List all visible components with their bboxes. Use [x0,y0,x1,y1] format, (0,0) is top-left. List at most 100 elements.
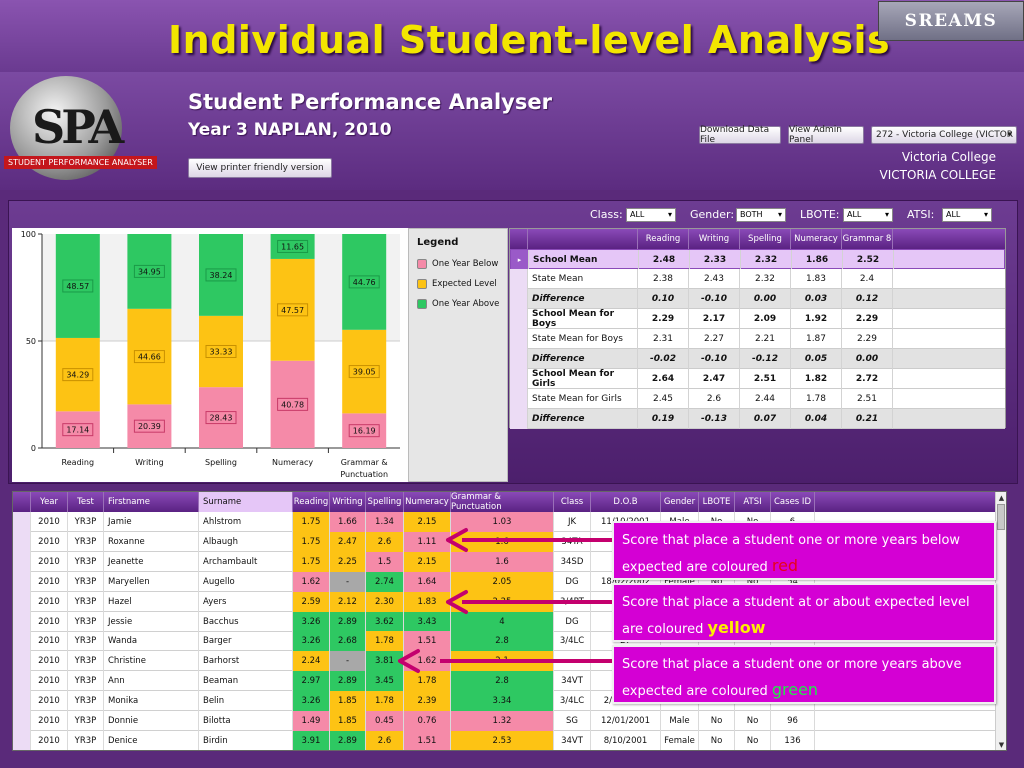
mean-table-row[interactable]: ▸ School Mean 2.48 2.33 2.32 1.86 2.52 [510,249,1005,270]
data-label: 16.19 [353,427,376,436]
class-cell: JK [554,512,591,532]
st-header-surname[interactable]: Surname [199,492,293,512]
scroll-down-icon[interactable]: ▼ [998,740,1005,749]
mean-table-row[interactable]: State Mean 2.38 2.43 2.32 1.83 2.4 [510,269,1005,289]
st-header-grammar[interactable]: Grammar & Punctuation [451,492,554,512]
firstname-cell: Roxanne [104,531,199,552]
score-cell: 2.05 [451,571,554,592]
row-pointer-icon[interactable]: ▸ [511,250,529,270]
student-table-scrollbar[interactable]: ▲ ▼ [995,492,1006,750]
score-cell: 1.75 [293,512,330,532]
mean-value-cell: 0.00 [740,289,791,309]
mean-table-row[interactable]: Difference 0.10 -0.10 0.00 0.03 0.12 [510,289,1005,309]
mean-value-cell: 2.6 [689,389,740,409]
mean-value-cell: 2.51 [740,369,791,389]
row-header-cell[interactable] [13,671,31,692]
st-header-lbote[interactable]: LBOTE [699,492,735,512]
st-header-class[interactable]: Class [554,492,591,512]
score-cell: 2.59 [293,591,330,612]
st-header-test[interactable]: Test [68,492,104,512]
scroll-thumb[interactable] [997,504,1005,530]
school-select[interactable]: 272 - Victoria College (VICTOR ▾ [871,126,1017,144]
lbote-filter-select[interactable]: ALL [843,208,893,222]
st-header-dob[interactable]: D.O.B [591,492,661,512]
data-label-box [133,350,165,364]
mean-value-cell: 2.29 [638,309,689,329]
score-cell: 2.74 [366,571,404,592]
mean-table-row[interactable]: School Mean for Boys 2.29 2.17 2.09 1.92 2.29 [510,309,1005,329]
row-header-cell[interactable] [13,571,31,592]
row-header-cell[interactable] [13,711,31,731]
atsi-filter-select[interactable]: ALL [942,208,992,222]
row-header-cell[interactable] [510,329,528,349]
mean-header-numeracy[interactable]: Numeracy [791,229,842,249]
st-header-numeracy[interactable]: Numeracy [404,492,451,512]
row-header-cell[interactable] [510,269,528,289]
chart-legend: Legend One Year Below Expected Level One… [408,228,508,482]
legend-swatch-expected [417,279,427,289]
st-header-year[interactable]: Year [31,492,68,512]
gender-filter-select[interactable]: BOTH [736,208,786,222]
class-filter-label: Class: [590,208,623,221]
arrow-yellow [446,590,612,614]
row-header-cell[interactable] [13,611,31,632]
st-header-writing[interactable]: Writing [330,492,366,512]
row-header-cell[interactable] [510,369,528,389]
table-row[interactable]: 2010YR3PHazelAyers2.592.122.301.832.253/… [13,591,997,612]
scroll-up-icon[interactable]: ▲ [998,493,1005,502]
table-row[interactable]: 2010 YR3P Maryellen Augello 1.62-2.74 1.64 2.0… [13,571,997,592]
data-label-box [277,239,309,253]
row-header-cell[interactable] [13,591,31,612]
table-row[interactable]: 2010 YR3P Jeanette Archambault 1.75 2.25 1.5 2.… [13,551,997,572]
row-header-cell[interactable] [510,409,528,429]
printer-friendly-button[interactable]: View printer friendly version [188,158,332,178]
score-cell: 1.78 [404,671,451,692]
row-header-cell[interactable] [510,289,528,309]
row-header-cell[interactable] [13,631,31,652]
row-header-cell[interactable] [510,309,528,329]
mean-header-writing[interactable]: Writing [689,229,740,249]
row-header-cell[interactable] [510,389,528,409]
row-header-cell[interactable] [13,551,31,572]
lbote-filter-label: LBOTE: [800,208,840,221]
st-header-cases-id[interactable]: Cases ID [771,492,815,512]
x-tick-label: Writing [135,458,164,467]
mean-table-row[interactable]: Difference 0.19 -0.13 0.07 0.04 0.21 [510,409,1005,429]
mean-value-cell: 2.47 [689,369,740,389]
mean-value-cell: 0.05 [791,349,842,369]
row-header-cell[interactable] [13,730,31,750]
st-header-spelling[interactable]: Spelling [366,492,404,512]
mean-header-grammar[interactable]: Grammar 8 [842,229,893,249]
st-header-firstname[interactable]: Firstname [104,492,199,512]
mean-table-row[interactable]: Difference -0.02 -0.10 -0.12 0.05 0.00 [510,349,1005,369]
table-row[interactable]: 2010 YR3P Denice Birdin 3.91 2.89 2.6 1.51 2.53 3… [13,730,997,750]
mean-header-reading[interactable]: Reading [638,229,689,249]
callout-yellow-highlight: yellow [707,618,766,637]
st-header-atsi[interactable]: ATSI [735,492,771,512]
download-data-button[interactable]: Download Data File [699,125,781,145]
mean-header-spelling[interactable]: Spelling [740,229,791,249]
st-header-reading[interactable]: Reading [293,492,330,512]
table-row[interactable]: 2010 YR3P Jamie Ahlstrom 1.75 1.66 1.34 2.15 1.0… [13,512,997,532]
row-header-cell[interactable] [510,349,528,369]
surname-cell: Birdin [199,730,293,750]
st-header-gender[interactable]: Gender [661,492,699,512]
mean-table-row[interactable]: State Mean for Girls 2.45 2.6 2.44 1.78 2.51 [510,389,1005,409]
x-tick-label: Numeracy [272,458,313,467]
year-cell: 2010 [31,671,68,692]
row-header-cell[interactable] [13,531,31,552]
table-row[interactable]: 2010 YR3P Donnie Bilotta 1.49 1.85 0.45 0.76 1.3… [13,711,997,731]
table-row[interactable]: 2010 YR3P Wanda Barger 3.26 2.68 1.78 1.51 2.8 3/… [13,631,997,652]
mean-table-row[interactable]: State Mean for Boys 2.31 2.27 2.21 1.87 2.29 [510,329,1005,349]
firstname-cell: Jeanette [104,551,199,572]
row-header-cell[interactable] [13,651,31,672]
mean-table-row[interactable]: School Mean for Girls 2.64 2.47 2.51 1.82 2.7… [510,369,1005,389]
row-header-cell[interactable] [13,691,31,712]
legend-label-above: One Year Above [432,299,500,309]
lbote-cell: No [699,571,735,592]
class-filter-select[interactable]: ALL [626,208,676,222]
table-row[interactable]: 2010 YR3P Jessie Bacchus 3.26 2.89 3.62 3.43 4 DG… [13,611,997,632]
table-row[interactable]: 2010 YR3P Ann Beaman 2.97 2.89 3.45 1.78 2.8 34VT… [13,671,997,692]
row-header-cell[interactable] [13,512,31,532]
admin-panel-button[interactable]: View Admin Panel [788,125,864,145]
